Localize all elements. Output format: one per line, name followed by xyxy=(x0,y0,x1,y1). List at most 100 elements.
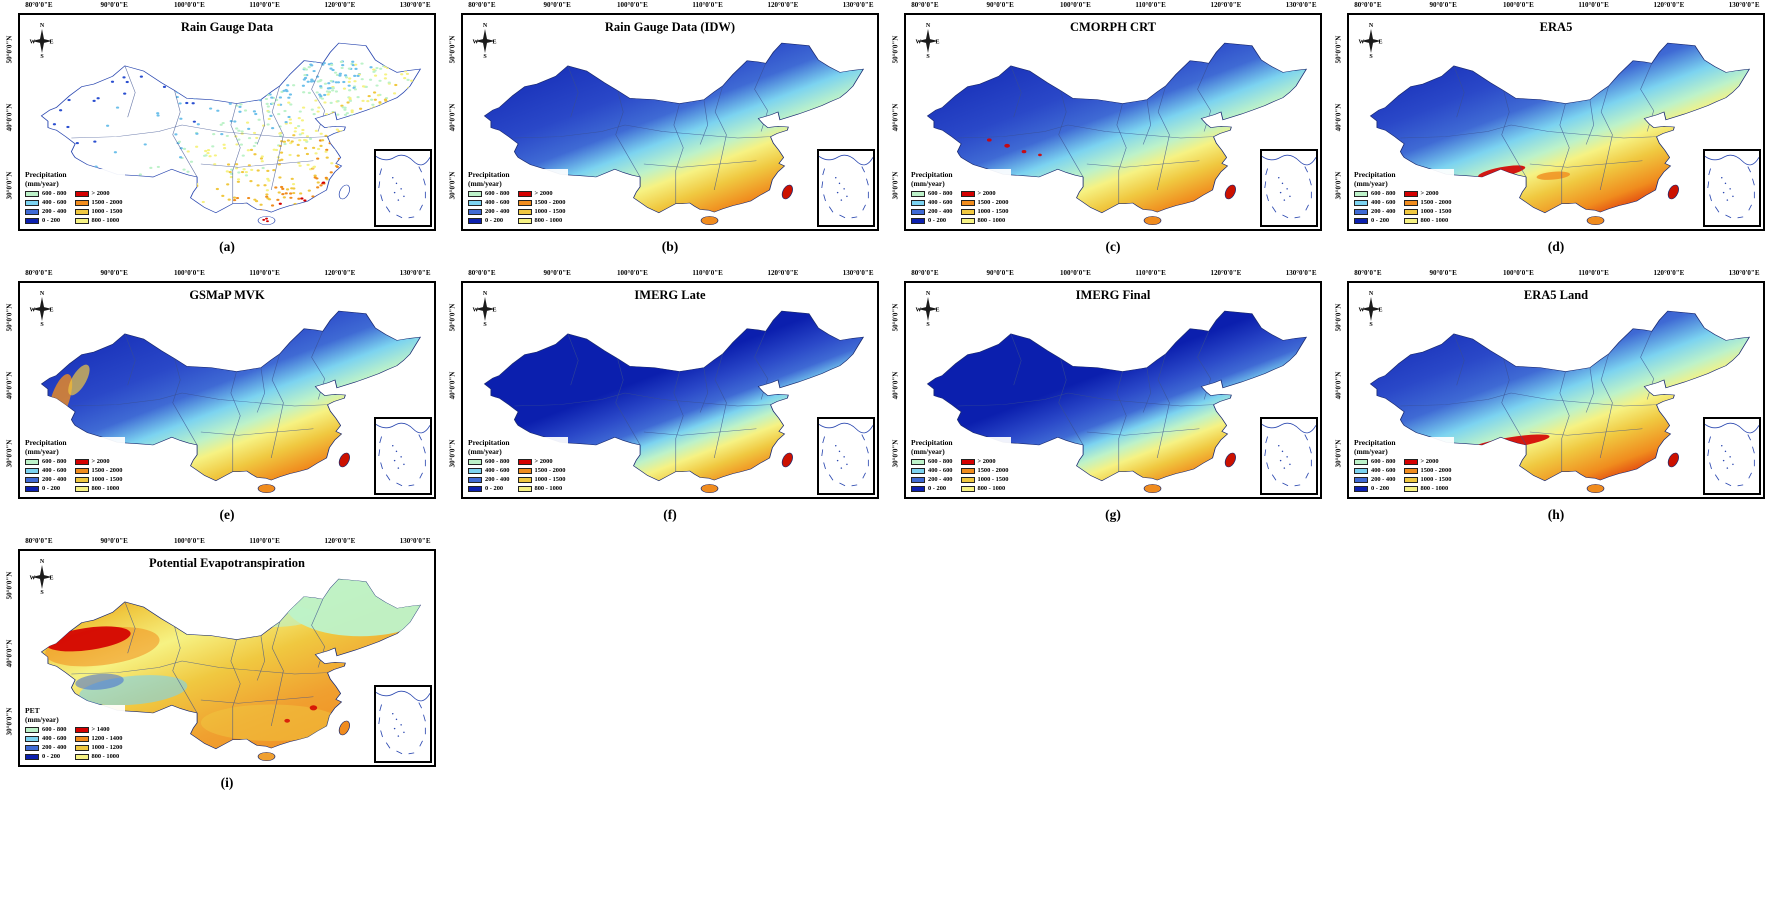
legend-swatch xyxy=(911,199,925,206)
rain-gauge-station-dot xyxy=(383,118,387,122)
rain-gauge-station-dot xyxy=(344,204,348,207)
rain-gauge-station-dot xyxy=(333,217,336,219)
province-boundary xyxy=(1116,103,1127,204)
rain-gauge-station-dot xyxy=(366,201,370,204)
province-boundary xyxy=(1156,353,1170,459)
legend-row: 800 - 1000 xyxy=(74,484,123,493)
rain-gauge-station-dot xyxy=(407,130,411,133)
rain-gauge-station-dot xyxy=(270,96,274,99)
compass-star-icon xyxy=(918,29,938,53)
rain-gauge-station-dot xyxy=(356,202,361,206)
longitude-tick-label: 80°0'0"E xyxy=(25,537,53,545)
legend-title: PET (mm/year) xyxy=(25,706,122,724)
rain-gauge-station-dot xyxy=(283,142,287,146)
rain-gauge-station-dot xyxy=(306,163,310,167)
rain-gauge-station-dot xyxy=(305,135,310,138)
rain-gauge-station-dot xyxy=(285,68,289,72)
latitude-tick-label: 30°0'0"N xyxy=(1334,171,1343,200)
inset-island-dot xyxy=(840,199,843,201)
province-boundary xyxy=(230,639,241,740)
rain-gauge-station-dot xyxy=(75,141,79,145)
province-boundary xyxy=(1511,392,1657,407)
rain-gauge-station-dot xyxy=(343,199,348,202)
legend-title-line: (mm/year) xyxy=(468,447,502,456)
panel-title: IMERG Late xyxy=(634,288,706,302)
inset-dash-line xyxy=(1294,484,1301,487)
rain-gauge-station-dot xyxy=(220,132,224,136)
rain-gauge-station-dot xyxy=(244,174,249,177)
rain-gauge-station-dot xyxy=(372,116,377,119)
legend-label: 1000 - 1500 xyxy=(91,476,123,483)
inset-dash-line xyxy=(1709,194,1712,202)
inset-island-dot xyxy=(1724,450,1727,453)
legend-label: 400 - 600 xyxy=(485,467,510,474)
latitude-tick-label: 40°0'0"N xyxy=(1334,103,1343,132)
legend-label: 1500 - 2000 xyxy=(534,467,566,474)
longitude-tick-label: 120°0'0"E xyxy=(1210,1,1242,9)
rain-gauge-station-dot xyxy=(278,96,283,99)
rain-gauge-station-dot xyxy=(241,154,245,157)
rain-gauge-station-dot xyxy=(204,154,208,157)
rain-gauge-station-dot xyxy=(156,165,160,169)
rain-gauge-station-dot xyxy=(220,67,224,70)
rain-gauge-station-dot xyxy=(281,211,286,213)
rain-gauge-station-dot xyxy=(319,79,323,82)
rain-gauge-station-dot xyxy=(339,162,343,165)
inset-island-dot xyxy=(400,724,402,726)
compass-east-label: E xyxy=(492,40,496,46)
legend-title: Precipitation (mm/year) xyxy=(911,170,1008,188)
panel-title: GSMaP MVK xyxy=(189,288,265,302)
compass-star-icon xyxy=(1361,29,1381,53)
inset-dash-line xyxy=(418,434,422,441)
rain-gauge-station-dot xyxy=(347,210,351,213)
legend-label: > 2000 xyxy=(1420,458,1439,465)
rain-gauge-station-dot xyxy=(174,219,177,221)
longitude-tick-label: 90°0'0"E xyxy=(1429,269,1457,277)
rain-gauge-station-dot xyxy=(247,127,251,131)
rain-gauge-station-dot xyxy=(261,166,265,170)
panel-label: (d) xyxy=(1547,239,1565,254)
province-boundary xyxy=(1156,85,1170,191)
rain-gauge-station-dot xyxy=(330,162,334,165)
legend-label: 400 - 600 xyxy=(42,199,67,206)
legend-row: 0 - 200 xyxy=(25,752,67,761)
panel-label: (e) xyxy=(219,507,235,522)
province-boundary xyxy=(172,358,198,446)
legend-swatch xyxy=(1354,458,1368,465)
rain-gauge-station-dot xyxy=(400,73,404,76)
province-boundary xyxy=(1010,65,1022,118)
rain-gauge-station-dot xyxy=(325,156,329,159)
rain-gauge-station-dot xyxy=(287,101,291,104)
rain-gauge-station-dot xyxy=(356,96,360,99)
map-panel-a: 80°0'0"E 90°0'0"E 100°0'0"E 110°0'0"E 120°0'… xyxy=(0,0,443,266)
rain-gauge-station-dot xyxy=(313,174,317,177)
province-boundary xyxy=(713,85,727,191)
rain-gauge-station-dot xyxy=(139,75,143,78)
rain-gauge-station-dot xyxy=(389,107,394,110)
rain-gauge-station-dot xyxy=(247,136,252,140)
rain-gauge-station-dot xyxy=(212,133,216,136)
rain-gauge-station-dot xyxy=(367,94,371,98)
rain-gauge-station-dot xyxy=(284,192,288,195)
rain-gauge-station-dot xyxy=(324,124,328,127)
rain-gauge-station-dot xyxy=(406,141,410,144)
panel-label: (a) xyxy=(219,239,235,254)
latitude-tick-label: 50°0'0"N xyxy=(1334,303,1343,332)
province-boundary xyxy=(1511,124,1657,139)
inset-dash-line xyxy=(1262,422,1316,434)
compass-north-label: N xyxy=(40,559,45,565)
map-region-blob xyxy=(1021,150,1027,154)
rain-gauge-station-dot xyxy=(226,183,230,186)
inset-island-dot xyxy=(1278,445,1280,447)
inset-dash-line xyxy=(408,216,415,219)
compass-west-label: W xyxy=(30,576,36,582)
compass-rose-icon: N W E S xyxy=(30,559,54,595)
rain-gauge-station-dot xyxy=(284,219,287,221)
longitude-tick-label: 130°0'0"E xyxy=(1728,269,1760,277)
inset-island-dot xyxy=(1279,459,1282,462)
map-frame: Rain Gauge Data (IDW) N W E S Precipitat… xyxy=(461,13,879,231)
rain-gauge-station-dot xyxy=(195,145,199,148)
rain-gauge-station-dot xyxy=(348,211,352,213)
panel-title: ERA5 xyxy=(1539,20,1573,34)
rain-gauge-station-dot xyxy=(345,176,349,180)
